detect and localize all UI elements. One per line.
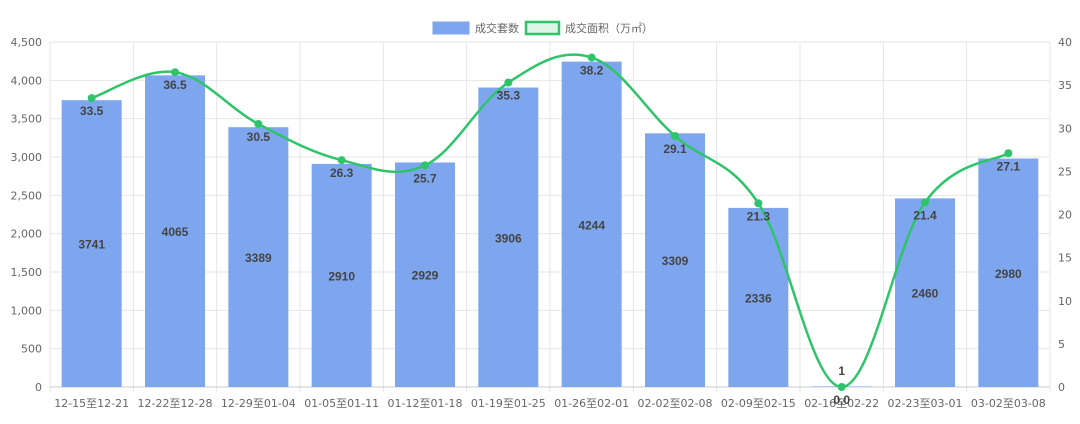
line-data-label: 21.3 — [747, 209, 771, 223]
y-left-tick-label: 500 — [21, 343, 42, 356]
bar-series — [61, 61, 1039, 387]
line-point[interactable] — [671, 132, 679, 141]
bar[interactable] — [228, 127, 289, 387]
line-data-label: 38.2 — [580, 64, 604, 78]
y-right-tick-label: 30 — [1058, 122, 1072, 135]
legend: 成交套数 成交面积（万㎡） — [432, 20, 653, 36]
bar-data-label: 1 — [838, 364, 845, 378]
bar[interactable] — [728, 207, 789, 387]
y-right-tick-label: 5 — [1058, 338, 1065, 351]
y-right-tick-label: 20 — [1058, 209, 1072, 222]
y-left-tick-label: 2,500 — [11, 189, 43, 202]
line-point[interactable] — [837, 383, 846, 391]
data-labels: 33.5 36.5 30.5 26.3 25.7 35.3 38.2 29.1 21.3 0.0 2… — [78, 64, 1022, 407]
bar[interactable] — [61, 100, 122, 387]
x-tick-label: 03-02至03-08 — [971, 397, 1046, 410]
x-tick-label: 12-29至01-04 — [221, 397, 296, 410]
line-point[interactable] — [337, 156, 346, 165]
y-left-tick-label: 3,000 — [11, 151, 43, 164]
legend-swatch-bar[interactable] — [432, 21, 470, 35]
x-tick-label: 02-09至02-15 — [721, 397, 796, 410]
bar[interactable] — [311, 163, 372, 387]
bar[interactable] — [145, 75, 205, 387]
x-tick-label: 02-23至03-01 — [888, 397, 963, 410]
y-left-tick-label: 4,000 — [11, 74, 43, 87]
x-tick-label: 12-15至12-21 — [54, 397, 129, 410]
bar-data-label: 2980 — [995, 267, 1022, 281]
x-tick-label: 01-05至01-11 — [304, 397, 379, 410]
y-left-tick-label: 1,500 — [11, 266, 43, 279]
bar-data-label: 3309 — [662, 254, 689, 268]
line-data-label: 27.1 — [997, 159, 1021, 173]
legend-swatch-line[interactable] — [524, 20, 561, 36]
bar[interactable] — [978, 158, 1039, 387]
x-tick-label: 12-22至12-28 — [138, 397, 213, 410]
y-left-tick-label: 3,500 — [11, 113, 43, 126]
line-data-label: 36.5 — [163, 78, 187, 92]
bar-data-label: 2929 — [412, 269, 439, 283]
bar[interactable] — [561, 61, 622, 387]
line-data-label: 0.0 — [833, 393, 850, 407]
line-data-label: 21.4 — [913, 208, 937, 222]
bar[interactable] — [645, 133, 705, 387]
line-point[interactable] — [504, 78, 513, 87]
bar-data-label: 2336 — [745, 291, 772, 305]
bar-data-label: 2910 — [328, 269, 355, 283]
line-point[interactable] — [171, 68, 179, 77]
legend-label-line[interactable]: 成交面积（万㎡） — [565, 21, 653, 35]
x-tick-label: 01-19至01-25 — [471, 397, 546, 410]
line-data-label: 33.5 — [80, 104, 104, 118]
line-point[interactable] — [921, 198, 929, 207]
legend-label-bar[interactable]: 成交套数 — [475, 21, 519, 35]
y-right-tick-label: 15 — [1058, 252, 1072, 265]
line-point[interactable] — [754, 199, 763, 208]
line-data-label: 25.7 — [413, 171, 437, 185]
line-point[interactable] — [587, 53, 596, 62]
x-tick-label: 02-16至02-22 — [804, 397, 879, 410]
line-data-label: 35.3 — [497, 89, 521, 103]
line-point[interactable] — [87, 94, 96, 103]
bar[interactable] — [895, 198, 955, 387]
line-point[interactable] — [1004, 149, 1013, 158]
y-right-tick-label: 35 — [1058, 79, 1072, 92]
gridlines — [49, 41, 1051, 392]
bar-data-label: 3389 — [245, 251, 272, 265]
y-right-tick-label: 40 — [1058, 36, 1072, 49]
y-left-tick-label: 4,500 — [11, 36, 43, 49]
x-tick-label: 02-02至02-08 — [638, 397, 713, 410]
axes: 0 500 1,000 1,500 2,000 2,500 3,000 3,500 4,000 4… — [11, 36, 1073, 410]
x-tick-label: 01-12至01-18 — [388, 397, 463, 410]
bar-data-label: 2460 — [912, 287, 939, 301]
bar[interactable] — [478, 87, 539, 387]
y-right-tick-label: 25 — [1058, 165, 1072, 178]
line-point[interactable] — [254, 119, 263, 128]
line-series — [87, 53, 1013, 391]
line-data-label: 26.3 — [330, 166, 354, 180]
bar[interactable] — [395, 162, 455, 387]
y-left-tick-label: 1,000 — [11, 304, 43, 317]
y-right-tick-label: 0 — [1058, 381, 1065, 394]
bar-data-label: 3741 — [78, 238, 105, 252]
line-point[interactable] — [421, 161, 429, 170]
x-tick-label: 01-26至02-01 — [554, 397, 629, 410]
bar-data-label: 3906 — [495, 231, 522, 245]
y-left-tick-label: 2,000 — [11, 228, 43, 241]
line-data-label: 30.5 — [247, 130, 271, 144]
bar-data-label: 4244 — [578, 218, 605, 232]
y-right-tick-label: 10 — [1058, 295, 1072, 308]
y-left-tick-label: 0 — [35, 381, 42, 394]
line-data-label: 29.1 — [663, 142, 687, 156]
bar-data-label: 4065 — [162, 225, 189, 239]
